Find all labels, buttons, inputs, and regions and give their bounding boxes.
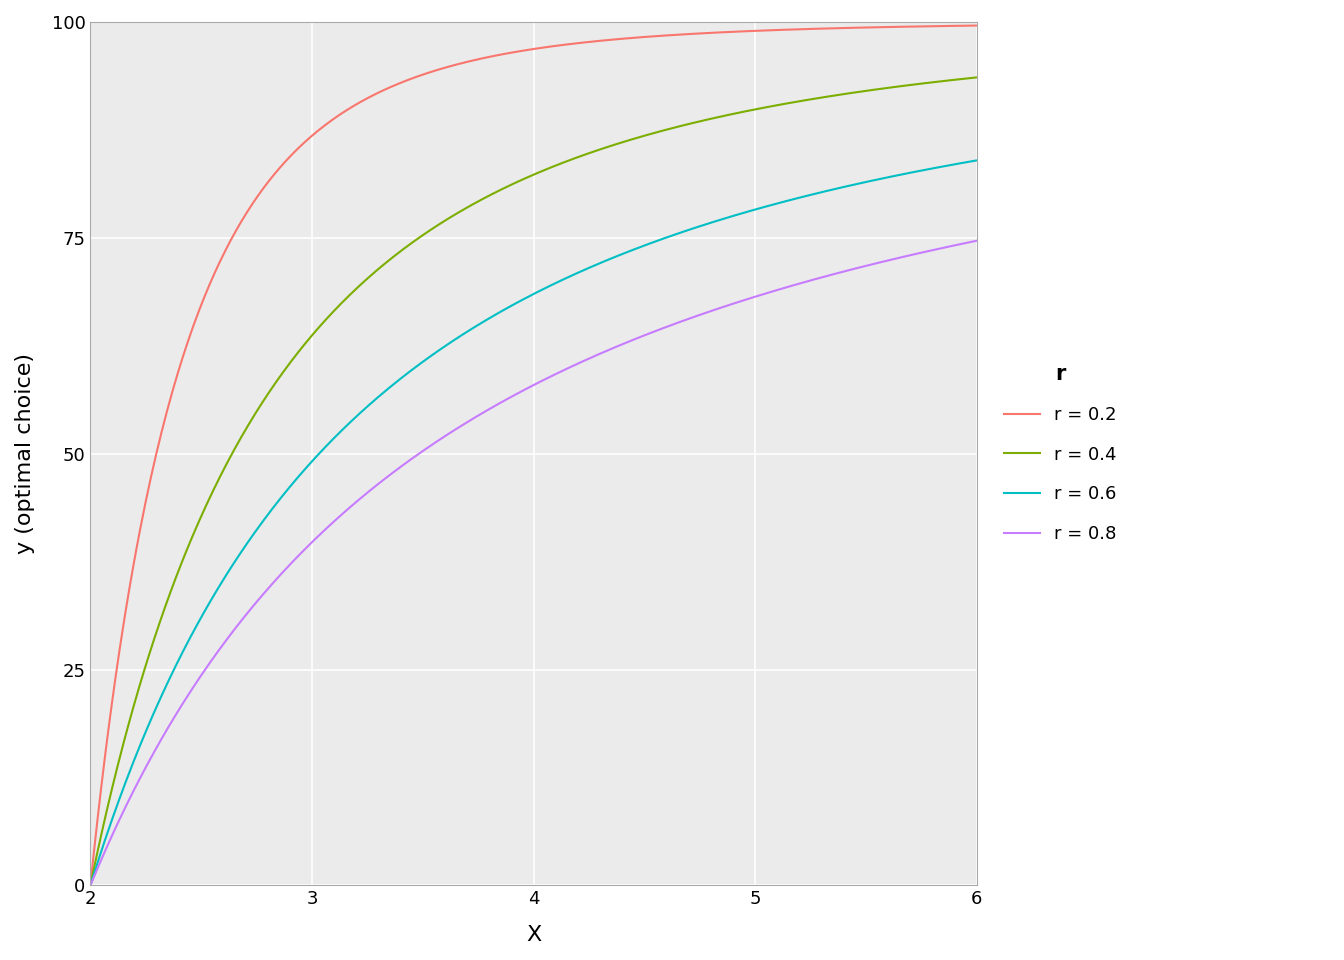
r = 0.6 bbox=[82, 879, 98, 891]
r = 0.6 bbox=[948, 158, 964, 170]
Line: r = 0.4: r = 0.4 bbox=[90, 78, 977, 884]
r = 0.8 bbox=[504, 391, 520, 402]
r = 0.8 bbox=[610, 340, 626, 351]
r = 0.2 bbox=[969, 20, 985, 32]
Line: r = 0.8: r = 0.8 bbox=[90, 241, 977, 885]
r = 0.4 bbox=[610, 138, 626, 150]
r = 0.6 bbox=[504, 300, 520, 311]
r = 0.8 bbox=[809, 273, 825, 284]
r = 0.2 bbox=[82, 877, 98, 889]
r = 0.4 bbox=[562, 155, 578, 166]
Legend: r = 0.2, r = 0.4, r = 0.6, r = 0.8: r = 0.2, r = 0.4, r = 0.6, r = 0.8 bbox=[995, 355, 1126, 552]
r = 0.6 bbox=[969, 155, 985, 166]
r = 0.6 bbox=[562, 271, 578, 282]
r = 0.2 bbox=[948, 20, 964, 32]
r = 0.2 bbox=[562, 38, 578, 50]
Line: r = 0.6: r = 0.6 bbox=[90, 160, 977, 885]
r = 0.6 bbox=[610, 250, 626, 261]
r = 0.6 bbox=[509, 297, 526, 308]
r = 0.8 bbox=[82, 879, 98, 891]
r = 0.4 bbox=[504, 179, 520, 190]
r = 0.8 bbox=[509, 388, 526, 399]
r = 0.4 bbox=[82, 878, 98, 890]
r = 0.4 bbox=[948, 74, 964, 85]
r = 0.2 bbox=[509, 46, 526, 58]
Line: r = 0.2: r = 0.2 bbox=[90, 26, 977, 883]
r = 0.4 bbox=[969, 72, 985, 84]
r = 0.2 bbox=[504, 47, 520, 59]
r = 0.8 bbox=[562, 361, 578, 372]
r = 0.6 bbox=[809, 187, 825, 199]
r = 0.2 bbox=[610, 34, 626, 45]
r = 0.8 bbox=[969, 235, 985, 247]
r = 0.2 bbox=[809, 23, 825, 35]
r = 0.4 bbox=[809, 92, 825, 104]
r = 0.4 bbox=[509, 177, 526, 188]
Y-axis label: y (optimal choice): y (optimal choice) bbox=[15, 353, 35, 554]
X-axis label: X: X bbox=[526, 925, 542, 945]
r = 0.8 bbox=[948, 239, 964, 251]
